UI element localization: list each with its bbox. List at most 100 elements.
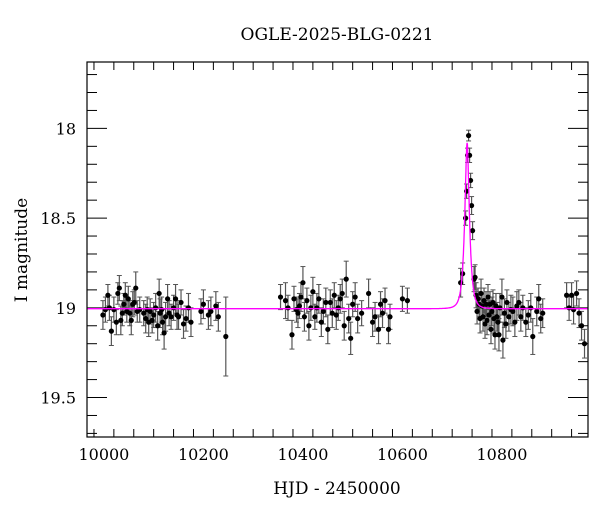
data-point [282,298,289,304]
y-tick-label: 19 [56,299,76,318]
data-point [472,274,478,280]
data-point [399,296,406,302]
data-point [355,315,361,322]
data-point [484,317,490,323]
data-point [350,301,356,307]
data-point [568,292,575,298]
data-point [119,310,125,316]
data-point [188,319,194,325]
data-point [346,315,352,322]
data-point [308,305,314,311]
data-point [337,296,343,302]
data-point [331,292,337,298]
data-point [465,132,472,139]
data-point [576,310,582,316]
data-point [170,305,177,311]
data-point [147,308,153,315]
data-point [318,319,324,325]
data-point [125,296,131,302]
data-point [385,326,392,332]
data-point [352,294,358,300]
data-point [310,289,316,295]
data-point [320,308,326,315]
data-point [285,305,291,311]
data-point [149,317,155,323]
data-point [494,314,500,320]
x-tick-label: 10800 [476,445,527,464]
data-point [566,305,572,311]
data-point [159,307,165,313]
data-point [468,202,475,209]
data-point [161,330,167,336]
data-point [341,323,347,329]
plot-frame [86,61,589,438]
data-point [496,332,502,338]
data-point [296,303,303,309]
data-point [106,305,112,311]
x-axis-label: HJD - 2450000 [273,479,401,499]
data-point [295,310,301,316]
data-point [375,326,382,332]
data-point [137,307,143,313]
data-point [387,314,393,320]
data-point [578,323,585,329]
data-point [143,315,149,322]
data-point [497,305,503,311]
data-point [100,312,106,318]
data-point [118,317,124,323]
x-tick-label: 10600 [377,445,428,464]
data-point [289,332,295,338]
data-point [304,298,310,304]
data-point [365,290,372,297]
data-point [474,308,480,315]
data-point [291,296,297,302]
data-point [121,301,127,307]
data-point [486,312,492,318]
data-point [312,314,318,320]
data-point [493,303,499,309]
data-point [111,307,117,313]
data-point [377,301,384,307]
data-point [581,341,588,347]
data-point [379,310,386,316]
data-point [343,276,349,282]
data-point [151,312,157,318]
data-point [463,215,469,221]
data-point [520,305,526,311]
data-point [329,310,335,316]
data-point [335,305,341,311]
data-point [156,290,162,297]
data-point [488,326,494,332]
data-point [153,305,159,311]
data-point [160,319,166,325]
data-point [155,323,161,329]
data-point [528,305,534,311]
data-point [180,321,187,327]
data-point [133,285,139,291]
data-point [478,290,484,297]
x-tick-label: 10400 [277,445,328,464]
data-point [131,299,137,306]
data-point [372,314,378,320]
data-point [523,319,529,325]
data-point [564,292,570,298]
data-point [534,308,540,315]
data-point [382,298,388,304]
data-point [510,308,516,315]
model-curve [87,142,588,310]
data-point [327,299,333,306]
data-point [359,310,365,316]
data-point [489,308,495,315]
data-point [168,314,174,320]
data-point [300,280,306,286]
data-point [503,321,509,327]
data-point [298,294,304,300]
data-point [185,305,192,311]
data-point [277,294,284,300]
data-point [518,314,524,320]
chart-title: OGLE-2025-BLG-0221 [241,25,434,45]
data-point [530,333,536,340]
data-point [339,290,345,297]
